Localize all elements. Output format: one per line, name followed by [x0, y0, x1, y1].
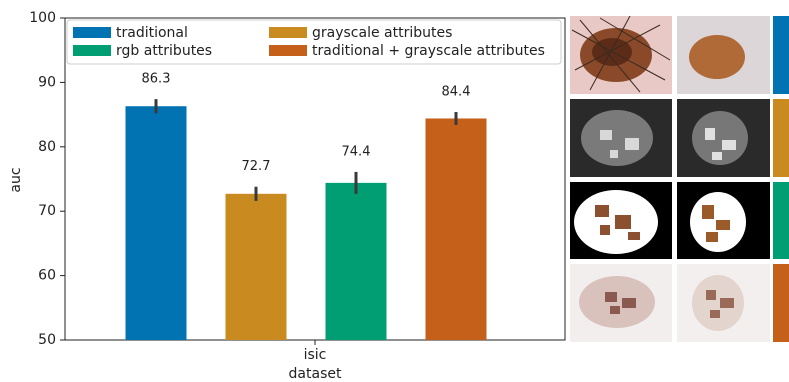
y-axis-label: auc	[8, 167, 24, 192]
row-strip	[773, 16, 789, 94]
bar	[126, 106, 187, 340]
row-strip	[773, 182, 789, 259]
figure: auc dataset 5060708090100isic86.	[0, 0, 789, 382]
bar	[226, 194, 287, 340]
y-tick-label: 60	[38, 268, 56, 284]
value-label: 84.4	[442, 85, 471, 100]
value-label: 86.3	[142, 72, 171, 87]
y-tick-label: 100	[29, 10, 56, 26]
legend-swatch	[269, 27, 307, 38]
legend-swatch	[269, 45, 307, 56]
y-tick-label: 70	[38, 203, 56, 219]
legend-swatch	[73, 45, 111, 56]
bar	[326, 183, 387, 340]
lesion	[689, 35, 745, 79]
value-label: 72.7	[242, 159, 271, 174]
legend-swatch	[73, 27, 111, 38]
legend-label: grayscale attributes	[312, 25, 452, 41]
y-tick-label: 80	[38, 139, 56, 155]
legend-label: traditional	[116, 25, 188, 41]
x-tick-label: isic	[304, 347, 327, 363]
value-label: 74.4	[342, 144, 371, 159]
row-strip	[773, 99, 789, 177]
y-tick-label: 50	[38, 332, 56, 348]
legend-label: traditional + grayscale attributes	[312, 43, 545, 59]
y-tick-label: 90	[38, 74, 56, 90]
row-strip	[773, 264, 789, 342]
bar	[426, 118, 487, 340]
x-axis-label: dataset	[289, 366, 342, 382]
lesion	[692, 275, 744, 331]
legend-label: rgb attributes	[116, 43, 212, 59]
